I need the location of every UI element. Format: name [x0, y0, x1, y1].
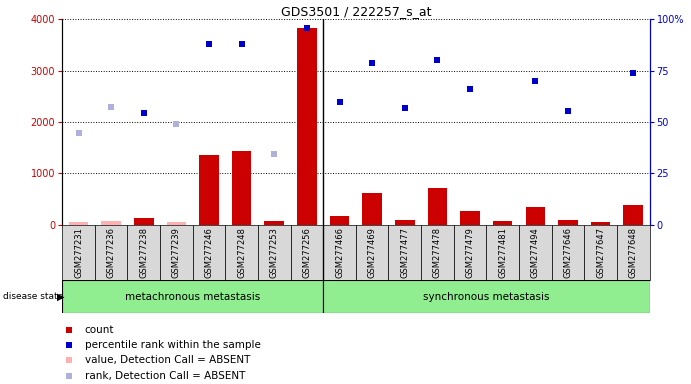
Text: GSM277253: GSM277253 — [269, 227, 278, 278]
Text: ▶: ▶ — [57, 291, 64, 301]
Bar — [362, 192, 382, 225]
Text: synchronous metastasis: synchronous metastasis — [423, 291, 549, 302]
FancyBboxPatch shape — [519, 225, 551, 280]
FancyBboxPatch shape — [95, 225, 127, 280]
Text: GSM277248: GSM277248 — [237, 227, 246, 278]
Bar — [395, 220, 415, 225]
FancyBboxPatch shape — [225, 225, 258, 280]
Bar — [323, 280, 650, 313]
FancyBboxPatch shape — [291, 225, 323, 280]
Bar — [591, 222, 610, 225]
Text: GSM277469: GSM277469 — [368, 227, 377, 278]
Text: rank, Detection Call = ABSENT: rank, Detection Call = ABSENT — [84, 371, 245, 381]
Text: percentile rank within the sample: percentile rank within the sample — [84, 340, 261, 350]
FancyBboxPatch shape — [356, 225, 388, 280]
Bar — [62, 280, 323, 313]
FancyBboxPatch shape — [551, 225, 585, 280]
Bar — [102, 221, 121, 225]
Bar — [493, 221, 513, 225]
Text: GSM277478: GSM277478 — [433, 227, 442, 278]
Text: GSM277466: GSM277466 — [335, 227, 344, 278]
Text: GSM277256: GSM277256 — [303, 227, 312, 278]
Title: GDS3501 / 222257_s_at: GDS3501 / 222257_s_at — [281, 5, 431, 18]
Text: GSM277647: GSM277647 — [596, 227, 605, 278]
Bar — [623, 205, 643, 225]
Text: metachronous metastasis: metachronous metastasis — [125, 291, 261, 302]
FancyBboxPatch shape — [617, 225, 650, 280]
FancyBboxPatch shape — [62, 225, 95, 280]
FancyBboxPatch shape — [258, 225, 291, 280]
FancyBboxPatch shape — [323, 225, 356, 280]
FancyBboxPatch shape — [193, 225, 225, 280]
Text: count: count — [84, 325, 114, 335]
FancyBboxPatch shape — [454, 225, 486, 280]
FancyBboxPatch shape — [585, 225, 617, 280]
Text: disease state: disease state — [3, 292, 64, 301]
Bar — [428, 188, 447, 225]
Bar — [167, 222, 186, 225]
Text: GSM277231: GSM277231 — [74, 227, 83, 278]
Text: GSM277477: GSM277477 — [400, 227, 409, 278]
FancyBboxPatch shape — [421, 225, 454, 280]
FancyBboxPatch shape — [388, 225, 421, 280]
Text: GSM277238: GSM277238 — [140, 227, 149, 278]
Bar — [134, 218, 153, 225]
FancyBboxPatch shape — [160, 225, 193, 280]
Text: GSM277239: GSM277239 — [172, 227, 181, 278]
Bar — [199, 155, 219, 225]
Text: value, Detection Call = ABSENT: value, Detection Call = ABSENT — [84, 356, 250, 366]
FancyBboxPatch shape — [486, 225, 519, 280]
Text: GSM277646: GSM277646 — [563, 227, 572, 278]
FancyBboxPatch shape — [127, 225, 160, 280]
Bar — [68, 222, 88, 225]
Text: GSM277494: GSM277494 — [531, 227, 540, 278]
Text: GSM277246: GSM277246 — [205, 227, 214, 278]
Bar — [558, 220, 578, 225]
Bar — [265, 220, 284, 225]
Bar — [460, 211, 480, 225]
Bar — [526, 207, 545, 225]
Bar — [330, 216, 350, 225]
Bar — [232, 151, 252, 225]
Text: GSM277481: GSM277481 — [498, 227, 507, 278]
Bar — [297, 28, 316, 225]
Text: GSM277236: GSM277236 — [106, 227, 115, 278]
Text: GSM277648: GSM277648 — [629, 227, 638, 278]
Text: GSM277479: GSM277479 — [466, 227, 475, 278]
